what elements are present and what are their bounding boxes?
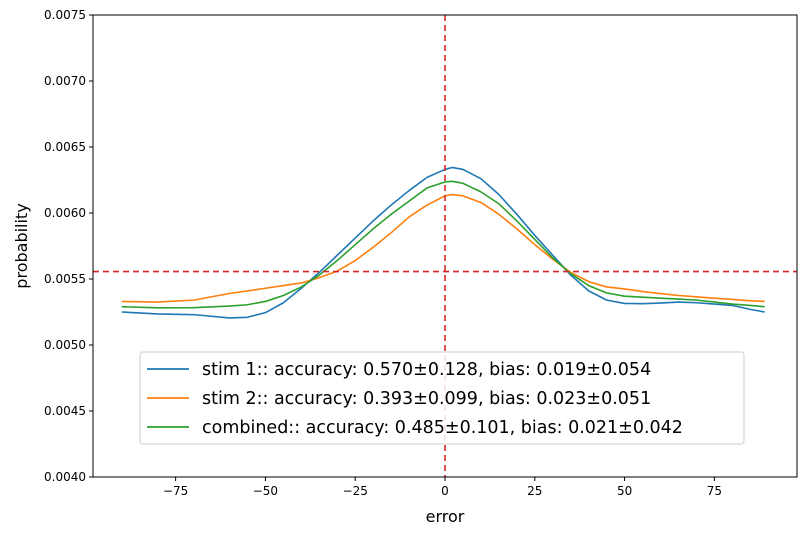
x-tick-label: 75 [707, 484, 722, 498]
x-tick-label: 25 [527, 484, 542, 498]
legend-entry-2: stim 2:: accuracy: 0.393±0.099, bias: 0.… [202, 389, 651, 409]
series-line-3 [121, 180, 765, 309]
legend-entry-1: stim 1:: accuracy: 0.570±0.128, bias: 0.… [202, 360, 651, 380]
y-tick-label: 0.0050 [44, 338, 86, 352]
x-axis-label: error [426, 507, 465, 526]
y-tick-label: 0.0060 [44, 206, 86, 220]
y-tick-label: 0.0040 [44, 470, 86, 484]
y-tick-label: 0.0065 [44, 140, 86, 154]
y-tick-label: 0.0070 [44, 74, 86, 88]
x-tick-label: 50 [617, 484, 632, 498]
y-axis-label: probability [12, 203, 31, 288]
y-tick-label: 0.0045 [44, 404, 86, 418]
axes: −75 −50 −25 0 25 50 75 0.0040 0.0045 0.0050 0.0055… [44, 8, 798, 498]
series-line-1 [121, 166, 765, 319]
plot-area [93, 15, 797, 477]
x-tick-label: 0 [441, 484, 449, 498]
x-tick-label: −25 [343, 484, 368, 498]
legend: stim 1:: accuracy: 0.570±0.128, bias: 0.… [139, 351, 745, 445]
legend-box [139, 351, 745, 445]
x-tick-label: −75 [163, 484, 188, 498]
x-tick-label: −50 [253, 484, 278, 498]
y-tick-label: 0.0075 [44, 8, 86, 22]
legend-entry-3: combined:: accuracy: 0.485±0.101, bias: … [202, 418, 683, 438]
series-line-2 [121, 193, 765, 303]
y-tick-label: 0.0055 [44, 272, 86, 286]
